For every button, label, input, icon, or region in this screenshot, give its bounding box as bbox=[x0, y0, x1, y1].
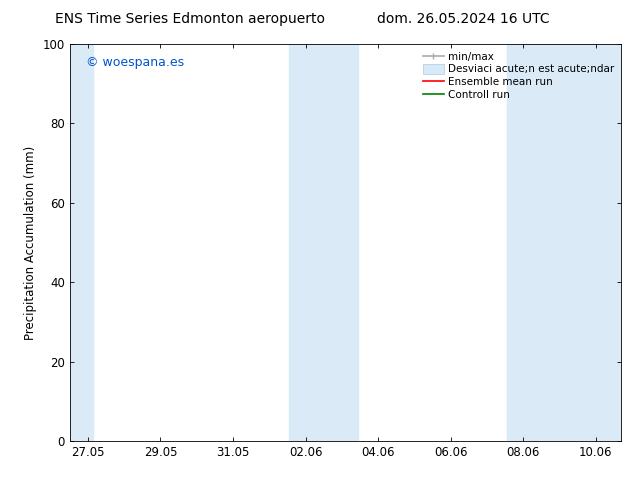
Text: ENS Time Series Edmonton aeropuerto: ENS Time Series Edmonton aeropuerto bbox=[55, 12, 325, 26]
Text: dom. 26.05.2024 16 UTC: dom. 26.05.2024 16 UTC bbox=[377, 12, 549, 26]
Legend: min/max, Desviaci acute;n est acute;ndar, Ensemble mean run, Controll run: min/max, Desviaci acute;n est acute;ndar… bbox=[421, 49, 616, 102]
Y-axis label: Precipitation Accumulation (mm): Precipitation Accumulation (mm) bbox=[24, 146, 37, 340]
Bar bbox=[70, 44, 93, 441]
Text: © woespana.es: © woespana.es bbox=[86, 56, 184, 69]
Bar bbox=[507, 44, 621, 441]
Bar bbox=[289, 44, 358, 441]
